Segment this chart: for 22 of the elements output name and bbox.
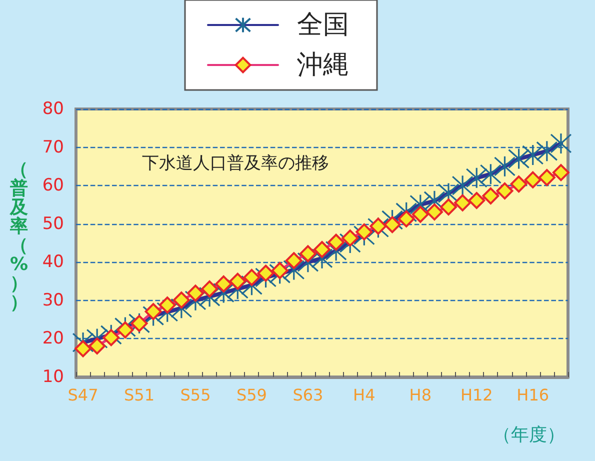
x-tick-label: H12 bbox=[460, 386, 493, 404]
y-tick-label: 60 bbox=[42, 176, 64, 196]
legend-label: 全国 bbox=[297, 10, 349, 40]
y-tick-label: 20 bbox=[42, 328, 64, 349]
y-tick-label: 10 bbox=[42, 367, 64, 387]
y-tick-label: 50 bbox=[42, 214, 64, 234]
x-tick-label: S55 bbox=[180, 386, 211, 404]
x-tick-label: H4 bbox=[353, 386, 376, 404]
annotation: 下水道人口普及率の推移 bbox=[142, 154, 329, 174]
x-axis-title: （年度） bbox=[493, 424, 565, 446]
y-tick-label: 80 bbox=[42, 99, 64, 119]
y-axis-title: （普及率（%）） bbox=[9, 159, 28, 313]
x-tick-label: S47 bbox=[68, 386, 98, 404]
x-tick-label: S59 bbox=[236, 386, 267, 404]
legend-label: 沖縄 bbox=[297, 50, 349, 80]
y-tick-label: 70 bbox=[42, 137, 64, 158]
x-tick-label: H16 bbox=[516, 386, 550, 404]
y-tick-label: 30 bbox=[42, 290, 64, 310]
x-tick-label: S51 bbox=[124, 386, 155, 404]
y-tick-label: 40 bbox=[42, 252, 64, 272]
x-tick-label: S63 bbox=[292, 386, 324, 404]
x-tick-label: H8 bbox=[409, 386, 432, 404]
